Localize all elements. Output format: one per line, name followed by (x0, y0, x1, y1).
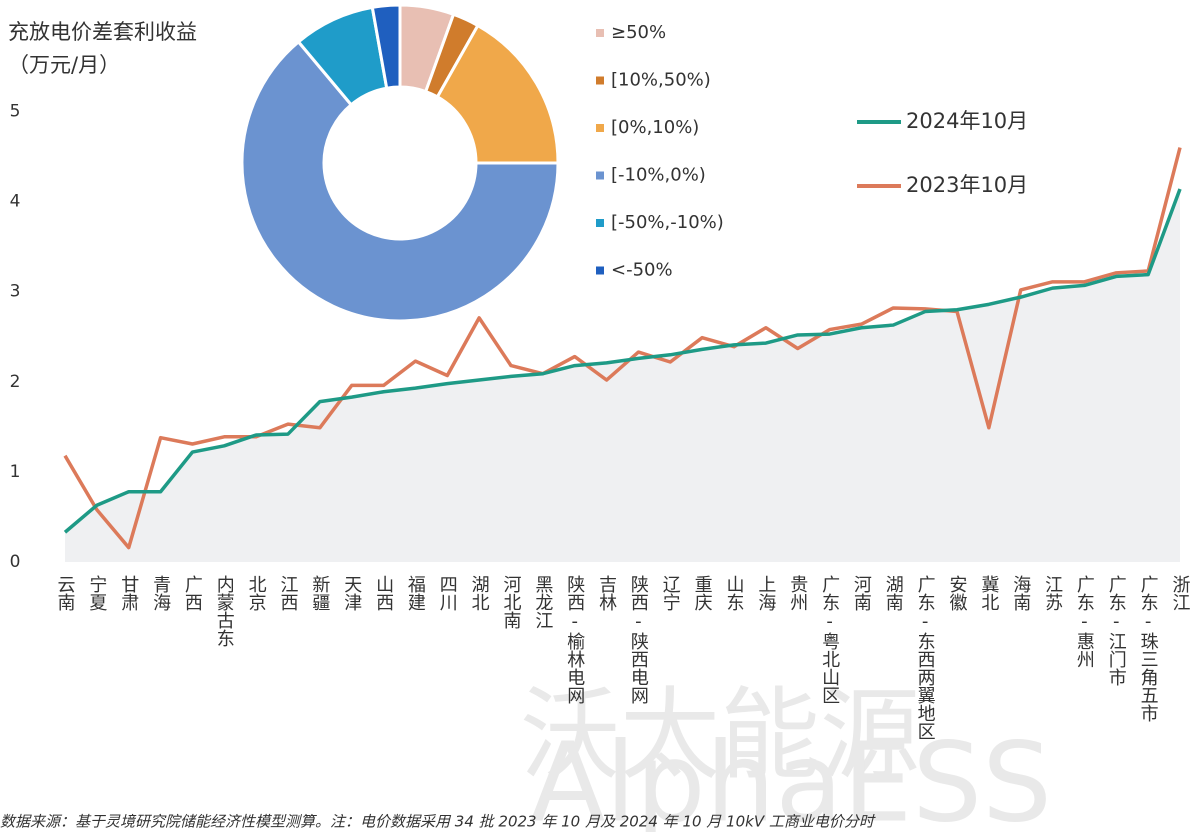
legend-swatch (596, 76, 604, 85)
legend-label: [10%,50%) (611, 70, 711, 91)
x-tick-label: 吉林 (596, 575, 617, 611)
footnote: 数据来源：基于灵境研究院储能经济性模型测算。注：电价数据采用 34 批 2023… (0, 813, 876, 831)
y-tick-label: 5 (10, 102, 21, 122)
legend-label: [-10%,0%) (611, 165, 706, 186)
legend-label: [0%,10%) (611, 117, 699, 138)
x-tick-label: 云南 (55, 575, 76, 611)
x-tick-label: 甘肃 (118, 575, 139, 611)
x-tick-label: 广东-珠三角五市 (1138, 575, 1159, 722)
x-tick-label: 天津 (341, 575, 362, 611)
x-tick-label: 重庆 (692, 575, 713, 611)
x-tick-label: 辽宁 (660, 575, 681, 611)
x-tick-label: 海南 (1010, 575, 1031, 611)
x-tick-label: 上海 (755, 575, 776, 611)
watermark: 沃太能源 (520, 676, 920, 793)
legend-label: [-50%,-10%) (611, 212, 724, 233)
legend-label: 2023年10月 (906, 173, 1028, 197)
donut-slice (370, 3, 402, 90)
y-tick-label: 1 (10, 462, 21, 482)
legend-swatch (596, 266, 604, 275)
x-tick-label: 河北南 (501, 575, 522, 629)
x-tick-label: 广东-粤北山区 (819, 575, 840, 704)
x-tick-label: 宁夏 (86, 575, 107, 611)
x-tick-label: 内蒙古东 (214, 575, 235, 647)
x-tick-label: 广东-东西两翼地区 (915, 575, 936, 740)
x-tick-label: 江苏 (1042, 575, 1063, 611)
legend-label: 2024年10月 (906, 109, 1028, 133)
area (65, 189, 1180, 562)
x-tick-label: 广东-惠州 (1074, 575, 1095, 668)
line (63, 188, 1182, 534)
x-tick-label: 广东-江门市 (1106, 575, 1127, 686)
x-tick-label: 贵州 (787, 575, 808, 611)
x-tick-label: 安徽 (947, 575, 968, 611)
legend-swatch (596, 219, 604, 227)
y-tick-label: 4 (10, 192, 21, 212)
x-tick-label: 湖北 (469, 575, 490, 611)
x-tick-label: 陕西-榆林电网 (564, 575, 585, 704)
x-tick-label: 江西 (278, 575, 299, 611)
x-tick-label: 河南 (851, 575, 872, 611)
y-tick-label: 2 (10, 372, 21, 392)
x-tick-label: 浙江 (1170, 575, 1191, 611)
x-tick-label: 北京 (246, 575, 267, 612)
x-tick-label: 冀北 (978, 575, 999, 611)
axis-subtitle: （万元/月） (8, 53, 120, 77)
x-tick-label: 湖南 (883, 575, 904, 611)
axis-title: 充放电价差套利收益 (8, 20, 197, 44)
x-tick-label: 福建 (405, 575, 426, 611)
x-tick-label: 陕西-陕西电网 (628, 575, 649, 704)
x-tick-label: 山西 (373, 575, 394, 611)
watermark: AlphaESS (530, 718, 1052, 832)
x-tick-label: 新疆 (309, 575, 330, 611)
legend-swatch (596, 124, 604, 132)
x-tick-label: 广西 (182, 575, 203, 611)
donut-slice (240, 39, 560, 323)
y-tick-label: 0 (10, 552, 21, 572)
legend-label: ≥50% (611, 22, 666, 43)
legend-swatch (596, 171, 604, 180)
x-tick-label: 山东 (724, 575, 745, 611)
legend-swatch (596, 29, 604, 37)
legend-label: <-50% (611, 260, 673, 281)
x-tick-label: 青海 (150, 575, 171, 611)
y-tick-label: 3 (10, 282, 21, 302)
x-tick-label: 黑龙江 (532, 575, 553, 629)
x-tick-label: 四川 (437, 575, 458, 611)
